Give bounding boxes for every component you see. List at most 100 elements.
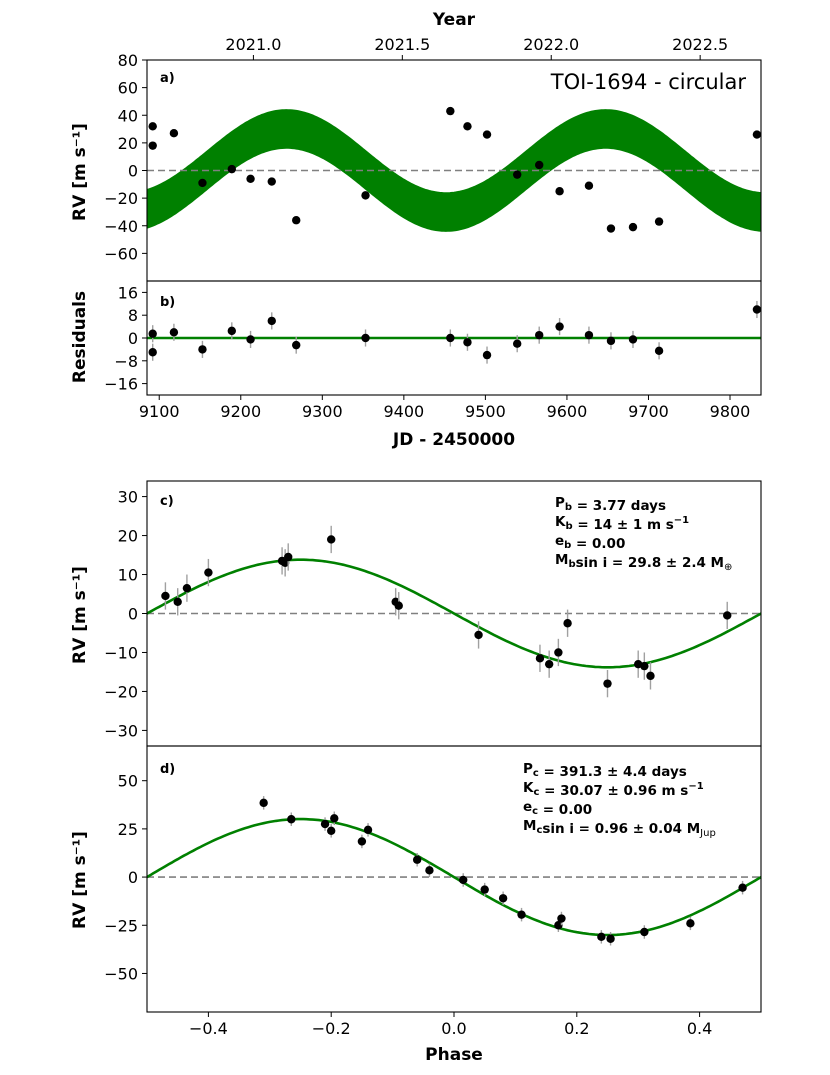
panel-d-ytick-label: −50 — [104, 964, 138, 983]
panel-d-xtick-label: 0.0 — [441, 1019, 466, 1038]
panel-b-data-point — [535, 330, 544, 340]
annotation-fragment: −1 — [674, 515, 689, 526]
panel-a-data-point — [267, 177, 276, 186]
panel-c-ytick-label: 0 — [128, 605, 138, 624]
panel-c-ytick-label: 20 — [118, 527, 138, 546]
panel-b-data-point — [482, 350, 492, 360]
panel-a-data-point — [535, 160, 544, 170]
panel-c-ylabel: RV [m s⁻¹] — [70, 566, 90, 664]
top-axis-tick-label: 2021.5 — [374, 35, 430, 54]
annotation-fragment: c — [532, 806, 538, 817]
panel-a-data-point — [752, 130, 762, 139]
panel-b-data-point — [555, 322, 564, 331]
panel-a-ytick-label: −40 — [104, 217, 138, 236]
annotation-fragment: M — [523, 818, 536, 834]
annotation-fragment: b — [565, 521, 572, 532]
panel-a-ylabel: RV [m s⁻¹] — [70, 123, 90, 221]
panel-c-data-point — [327, 535, 336, 544]
panel-d-annotation-line: Pc = 391.3 ± 4.4 days — [523, 761, 687, 780]
panel-a-data-point — [606, 224, 616, 233]
panel-d-data-point — [412, 855, 422, 864]
panel-a-rv-timeseries: −60 −40 −20 0 20 40 60 80 2021.0 2021.5 2022.0 2022… — [70, 10, 762, 282]
panel-d-data-point — [554, 921, 563, 930]
panel-c-data-point — [474, 630, 483, 640]
panel-d-data-point — [327, 826, 336, 836]
annotation-fragment: c — [533, 787, 539, 798]
panel-d-data-point — [498, 894, 508, 903]
panel-a-ytick-label: −60 — [104, 244, 138, 263]
panel-d-data-point — [517, 910, 526, 919]
top-axis-tick-label: 2022.5 — [672, 35, 728, 54]
panel-b-data-point — [446, 333, 455, 343]
panel-b-data-point — [246, 335, 255, 344]
panel-a-data-point — [148, 122, 157, 131]
panel-b-data-point — [752, 305, 762, 314]
panel-b-xtick-label: 9600 — [547, 402, 588, 421]
panel-a-data-point — [246, 174, 255, 183]
annotation-fragment: K — [523, 780, 534, 796]
panel-a-data-point — [512, 170, 522, 179]
panel-d-annotation-line: Kc = 30.07 ± 0.96 m s−1 — [523, 780, 704, 799]
panel-d-data-point — [480, 885, 489, 894]
panel-c-marks: −30 −20 −10 0 10 20 30 — [104, 480, 762, 747]
panel-b-data-point — [169, 328, 179, 337]
panel-c-ytick-label: −10 — [104, 643, 138, 662]
panel-b-ytick-label: −16 — [104, 375, 138, 394]
panel-d-data-point — [425, 866, 434, 875]
panel-b-xlabel: JD - 2450000 — [392, 430, 515, 450]
panel-d-data-point — [330, 814, 339, 823]
panel-a-data-point — [292, 216, 301, 225]
annotation-fragment: = 391.3 ± 4.4 days — [539, 764, 687, 780]
annotation-fragment: sin i = 29.8 ± 2.4 M — [576, 555, 724, 571]
panel-d-data-point — [606, 934, 615, 943]
panel-b-data-point — [584, 330, 594, 340]
panel-b-xtick-label: 9100 — [139, 402, 180, 421]
panel-c-data-point — [603, 679, 612, 688]
annotation-fragment: b — [568, 559, 575, 570]
panel-b-ylabel: Residuals — [70, 291, 90, 383]
annotation-fragment: b — [564, 540, 571, 551]
panel-a-marks: −60 −40 −20 0 20 40 60 80 2021.0 2021.5 2022.0 2022… — [104, 35, 762, 282]
panel-b-ytick-label: 0 — [128, 329, 138, 348]
panel-a-data-point — [628, 222, 638, 232]
panel-d-data-point — [459, 875, 468, 885]
annotation-fragment: sin i = 0.96 ± 0.04 M — [542, 821, 700, 837]
panel-a-data-point — [654, 217, 664, 226]
panel-c-data-point — [284, 552, 293, 562]
annotation-fragment: Jup — [699, 828, 716, 839]
panel-d-data-point — [287, 815, 296, 824]
panel-b-data-point — [628, 335, 638, 344]
panel-c-data-point — [723, 611, 732, 620]
panel-d-annotation-line: Mcsin i = 0.96 ± 0.04 MJup — [523, 818, 716, 839]
panel-a-data-point — [555, 187, 564, 196]
panel-d-xtick-label: −0.4 — [189, 1019, 228, 1038]
panel-a-ytick-label: −20 — [104, 189, 138, 208]
panel-c-data-point — [544, 659, 554, 669]
annotation-fragment: e — [555, 533, 564, 549]
panel-a-data-point — [361, 191, 370, 200]
annotation-fragment: e — [523, 799, 532, 815]
panel-d-annotation-line: ec = 0.00 — [523, 799, 592, 818]
annotation-fragment: K — [555, 514, 566, 530]
panel-c-data-point — [204, 568, 213, 577]
panel-b-data-point — [148, 329, 157, 338]
panel-d-data-point — [738, 883, 747, 892]
panel-c-annotation-line: Kb = 14 ± 1 m s−1 — [555, 514, 689, 533]
panel-c-ytick-label: 10 — [118, 566, 138, 585]
annotation-fragment: = 3.77 days — [572, 498, 666, 514]
panel-a-title: TOI-1694 - circular — [550, 70, 747, 94]
panel-d-model-curve — [146, 817, 762, 937]
panel-a-ytick-label: 20 — [118, 134, 138, 153]
panel-c-ytick-label: 30 — [118, 488, 138, 507]
panel-a-data-point — [446, 106, 455, 116]
panel-b-data-point — [654, 346, 664, 356]
panel-a-data-point — [227, 164, 237, 174]
panel-c-data-point — [394, 601, 403, 610]
panel-a-ytick-label: 60 — [118, 79, 138, 98]
top-axis-tick-label: 2021.0 — [225, 35, 281, 54]
panel-c-ytick-label: −20 — [104, 682, 138, 701]
annotation-fragment: ⊕ — [724, 562, 732, 573]
panel-c-data-point — [535, 654, 545, 663]
